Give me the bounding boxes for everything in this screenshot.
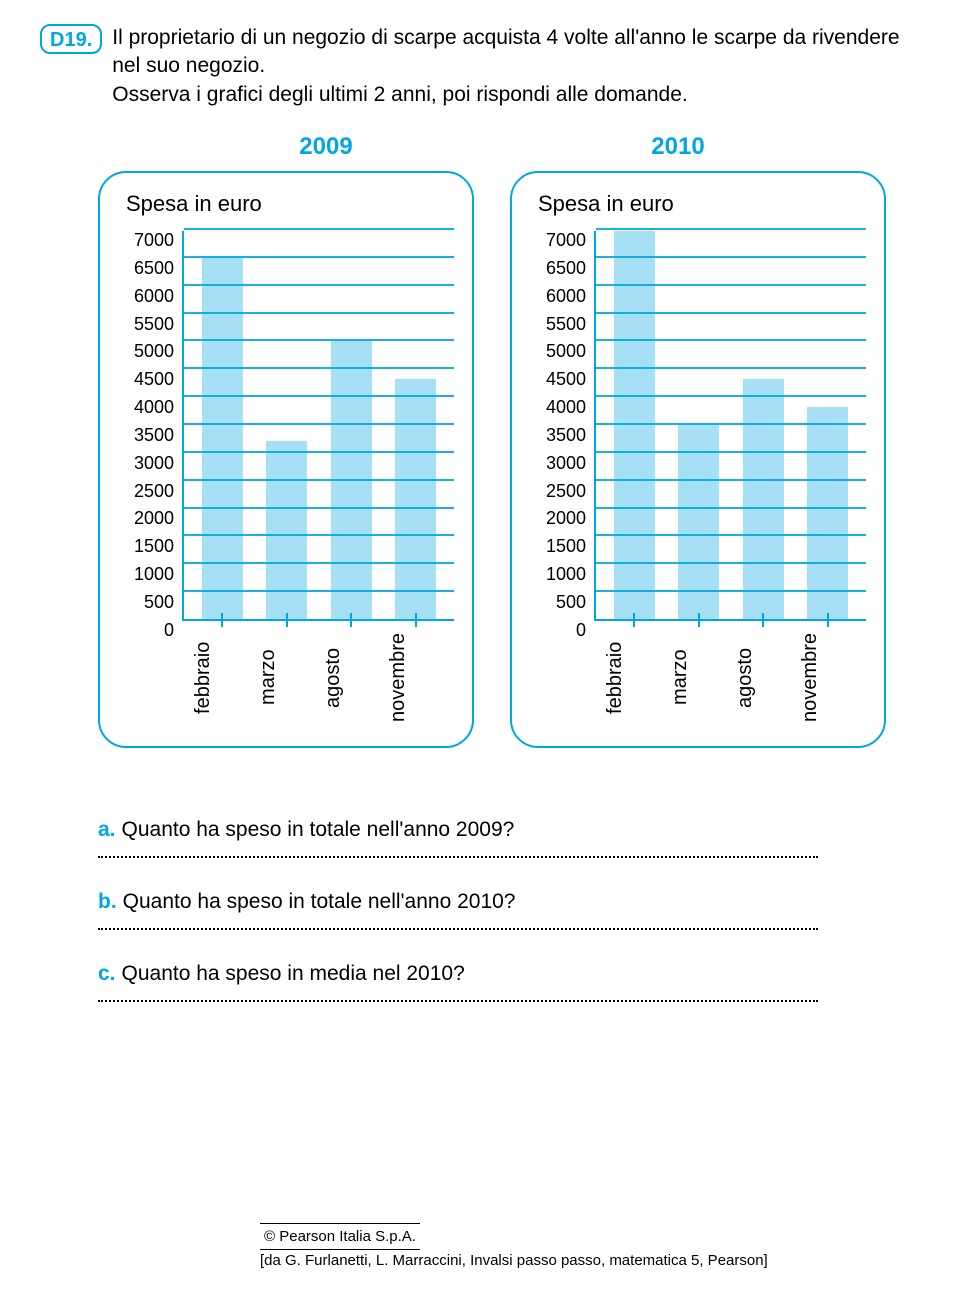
grid-line (596, 256, 866, 258)
xlabel-febbraio: febbraio (604, 633, 661, 722)
chart-2010-yaxis: 0500100015002000250030003500400045005000… (530, 231, 594, 621)
bar-slot (799, 231, 856, 619)
grid-line (184, 562, 454, 564)
bar-slot (194, 231, 251, 619)
footer-copyright: © Pearson Italia S.p.A. (260, 1223, 420, 1250)
subquestion-a: a. Quanto ha speso in totale nell'anno 2… (98, 818, 900, 842)
grid-line (596, 423, 866, 425)
bar-slot (735, 231, 792, 619)
grid-line (596, 395, 866, 397)
xtick (633, 613, 635, 627)
grid-line (184, 256, 454, 258)
chart-2009-title: Spesa in euro (126, 191, 454, 217)
question-text-line2: Osserva i grafici degli ultimi 2 anni, p… (112, 83, 687, 106)
year-right: 2010 (502, 133, 854, 161)
bar-slot (670, 231, 727, 619)
question-number: D19. (50, 29, 92, 51)
answer-line-a (98, 856, 818, 858)
bar-marzo (266, 441, 307, 619)
grid-line (596, 534, 866, 536)
xlabel-agosto: agosto (734, 633, 791, 722)
charts-container: Spesa in euro 05001000150020002500300035… (98, 171, 886, 748)
bar-slot (323, 231, 380, 619)
xlabel-marzo: marzo (669, 633, 726, 722)
grid-line (596, 590, 866, 592)
xtick (415, 613, 417, 627)
grid-line (596, 339, 866, 341)
xlabel-novembre: novembre (387, 633, 444, 722)
question-text: Il proprietario di un negozio di scarpe … (112, 24, 900, 109)
bar-novembre (807, 407, 848, 619)
grid-line (184, 339, 454, 341)
chart-2010-plot-wrap: 0500100015002000250030003500400045005000… (530, 231, 866, 621)
xtick (698, 613, 700, 627)
grid-line (596, 507, 866, 509)
subquestion-b: b. Quanto ha speso in totale nell'anno 2… (98, 890, 900, 914)
grid-line (596, 284, 866, 286)
grid-line (596, 367, 866, 369)
question-label: D19. (40, 24, 102, 54)
subq-b-letter: b. (98, 890, 117, 914)
grid-line (184, 451, 454, 453)
footer: © Pearson Italia S.p.A. [da G. Furlanett… (260, 1223, 768, 1271)
subq-c-letter: c. (98, 962, 116, 986)
grid-line (184, 534, 454, 536)
chart-2009-yaxis: 0500100015002000250030003500400045005000… (118, 231, 182, 621)
year-left: 2009 (150, 133, 502, 161)
grid-line (596, 312, 866, 314)
chart-2009-xlabels: febbraiomarzoagostonovembre (182, 633, 454, 722)
grid-line (184, 312, 454, 314)
subquestion-c: c. Quanto ha speso in media nel 2010? (98, 962, 900, 986)
xlabel-novembre: novembre (799, 633, 856, 722)
answer-line-b (98, 928, 818, 930)
chart-2009-plot-wrap: 0500100015002000250030003500400045005000… (118, 231, 454, 621)
question-header: D19. Il proprietario di un negozio di sc… (40, 24, 900, 109)
bar-slot (606, 231, 663, 619)
chart-2010: Spesa in euro 05001000150020002500300035… (510, 171, 886, 748)
question-text-line1: Il proprietario di un negozio di scarpe … (112, 26, 899, 77)
grid-line (184, 507, 454, 509)
xtick (350, 613, 352, 627)
grid-line (596, 479, 866, 481)
xtick (221, 613, 223, 627)
xlabel-agosto: agosto (322, 633, 379, 722)
bar-novembre (395, 379, 436, 619)
subquestion-c-block: c. Quanto ha speso in media nel 2010? (98, 962, 900, 986)
year-labels: 2009 2010 (150, 133, 854, 161)
xtick (762, 613, 764, 627)
footer-source: [da G. Furlanetti, L. Marraccini, Invals… (260, 1252, 768, 1269)
subq-c-text: Quanto ha speso in media nel 2010? (122, 962, 465, 986)
chart-2010-title: Spesa in euro (538, 191, 866, 217)
answer-line-c (98, 1000, 818, 1002)
chart-2010-plot (594, 231, 866, 621)
xtick (827, 613, 829, 627)
grid-line (596, 451, 866, 453)
bar-febbraio (614, 231, 655, 619)
chart-2009: Spesa in euro 05001000150020002500300035… (98, 171, 474, 748)
grid-line (184, 284, 454, 286)
xlabel-marzo: marzo (257, 633, 314, 722)
chart-2009-bars (184, 231, 454, 619)
chart-2010-xlabels: febbraiomarzoagostonovembre (594, 633, 866, 722)
grid-line (184, 590, 454, 592)
bar-slot (387, 231, 444, 619)
subq-a-text: Quanto ha speso in totale nell'anno 2009… (122, 818, 515, 842)
bar-agosto (743, 379, 784, 619)
subq-a-letter: a. (98, 818, 116, 842)
chart-2010-bars (596, 231, 866, 619)
bar-slot (258, 231, 315, 619)
subq-b-text: Quanto ha speso in totale nell'anno 2010… (123, 890, 516, 914)
grid-line (596, 562, 866, 564)
grid-line (184, 228, 454, 230)
grid-line (184, 395, 454, 397)
grid-line (184, 479, 454, 481)
grid-line (184, 423, 454, 425)
grid-line (596, 228, 866, 230)
grid-line (184, 367, 454, 369)
xlabel-febbraio: febbraio (192, 633, 249, 722)
chart-2009-plot (182, 231, 454, 621)
subquestion-b-block: b. Quanto ha speso in totale nell'anno 2… (98, 890, 900, 914)
xtick (286, 613, 288, 627)
subquestions: a. Quanto ha speso in totale nell'anno 2… (98, 818, 900, 842)
